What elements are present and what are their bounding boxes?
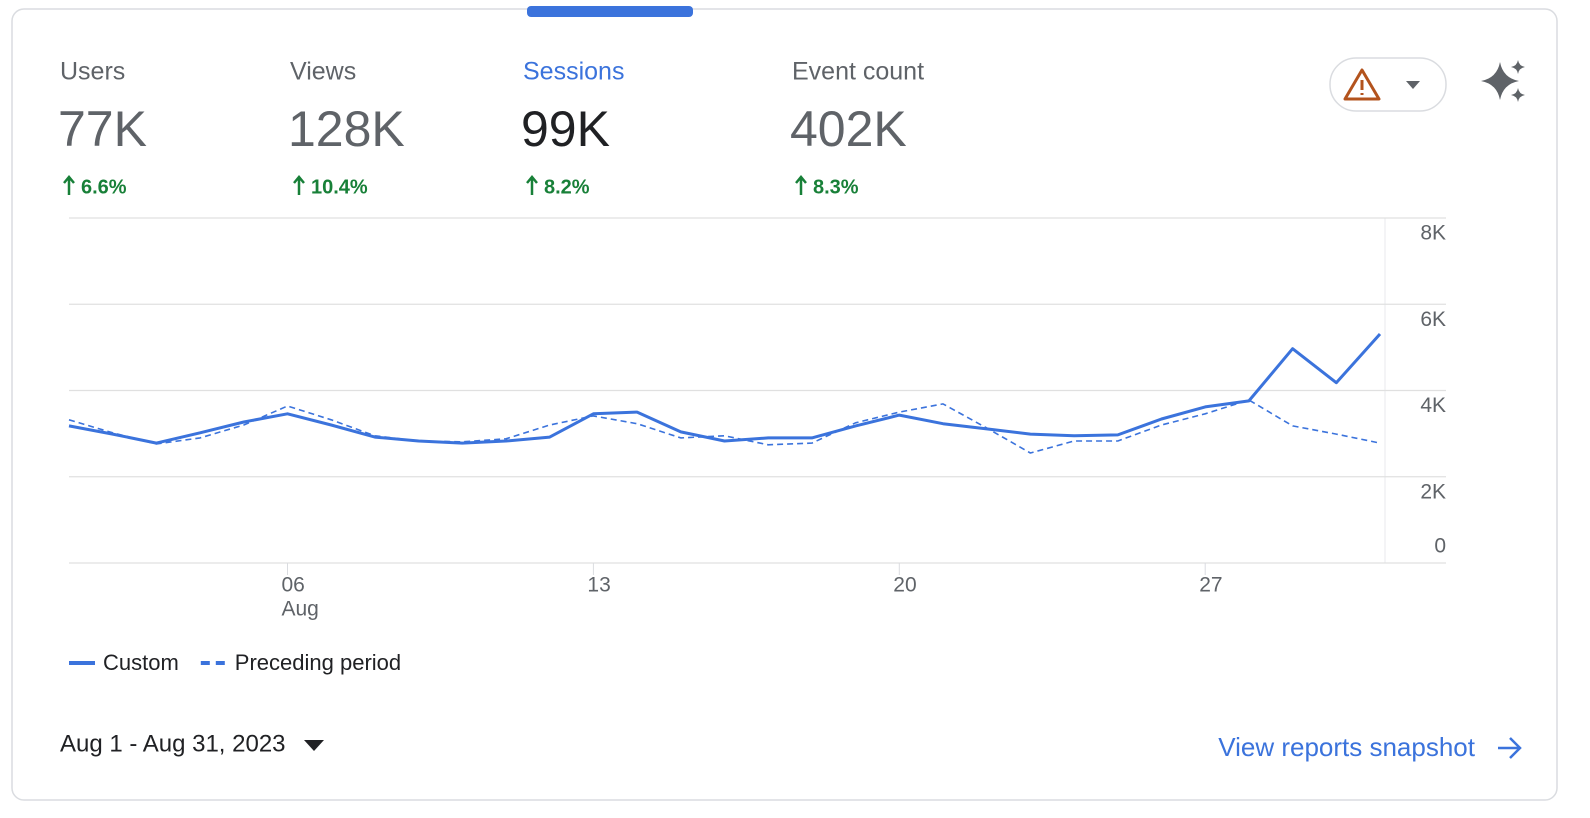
metric-label: Users [60,58,125,86]
card-border [11,8,1558,801]
date-range[interactable]: Aug 1 - Aug 31, 2023 [60,730,286,757]
x-tick-label: 20 [893,574,916,597]
up-arrow [293,175,305,195]
y-tick-label: 0 [1434,535,1446,558]
metric-change: 8.3% [813,176,859,198]
warning-icon [1343,68,1381,101]
date-dropdown-arrow [304,740,324,751]
date-range-picker[interactable]: Aug 1 - Aug 31, 2023 [60,730,324,757]
metric-change: 8.2% [544,176,590,198]
metric-label: Views [290,58,356,86]
legend-label: Custom [103,650,179,675]
y-tick-label: 4K [1420,394,1446,417]
up-arrow [63,175,75,195]
metric-tab[interactable]: Event count 402K 8.3% [790,58,924,199]
metric-label: Sessions [523,58,624,86]
legend: Custom Preceding period [69,650,401,675]
metric-tab[interactable]: Views 128K 10.4% [288,58,405,199]
up-arrow [795,175,807,195]
metric-tab[interactable]: Users 77K 6.6% [58,58,147,199]
dropdown-arrow [1406,81,1420,89]
alert-button[interactable] [1329,57,1447,112]
metrics: Users 77K 6.6% Views 128K 10.4% Sessions 99K 8.2… [58,58,924,199]
up-arrow [526,175,538,195]
metric-value: 99K [521,101,610,157]
metric-value: 128K [288,101,405,157]
metric-change: 10.4% [311,176,368,198]
link-text[interactable]: View reports snapshot [1218,732,1476,762]
metric-change: 6.6% [81,176,127,198]
reports-link[interactable]: View reports snapshot [1218,732,1522,762]
y-tick-label: 6K [1420,308,1446,331]
chart: 0 2K 4K 6K 8K 06 13 20 27 Aug [68,217,1446,621]
metric-tab[interactable]: Sessions 99K 8.2% [521,58,624,199]
series-line [68,332,1382,445]
selected-tab-indicator [527,6,693,17]
link-arrow [1498,737,1522,759]
metric-value: 77K [58,101,147,157]
x-tick-label: 13 [587,574,610,597]
insights-icon[interactable] [1481,60,1525,102]
metric-value: 402K [790,101,907,157]
legend-label: Preceding period [235,650,401,675]
y-tick-label: 2K [1420,480,1446,503]
y-tick-label: 8K [1420,222,1446,245]
x-tick-label: 06 [282,574,305,597]
x-tick-label: 27 [1199,574,1222,597]
metric-label: Event count [792,58,924,86]
x-month-label: Aug [282,598,319,621]
alert-pill[interactable] [1329,57,1447,112]
